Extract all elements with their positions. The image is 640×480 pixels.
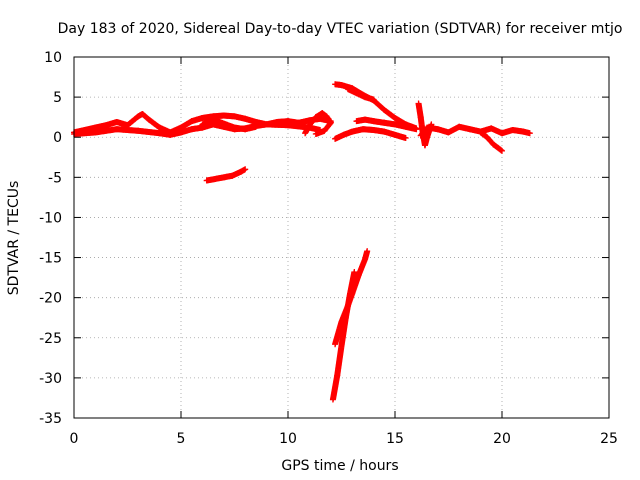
series-upper-arc-2 [344, 86, 377, 103]
y-tick-label: -30 [39, 371, 62, 387]
series-lower-arc [332, 126, 409, 142]
y-tick-label: -25 [39, 331, 62, 347]
plot-frame [73, 56, 610, 419]
series-right-dip [477, 129, 505, 154]
axis-ticks: 0 5 10 15 20 25 10 5 0 -5 -10 -15 -20 -25 -30 -35 [39, 50, 618, 447]
chart-title: Day 183 of 2020, Sidereal Day-to-day VTE… [58, 21, 623, 37]
data-point [526, 130, 533, 137]
x-tick-label: 10 [279, 431, 297, 447]
series-steep-right [332, 248, 371, 348]
data-point [370, 96, 377, 103]
x-tick-label: 15 [386, 431, 404, 447]
data-point [242, 166, 249, 173]
data-point [413, 126, 420, 133]
series-right-spike [415, 100, 435, 149]
y-tick-label: -10 [39, 210, 62, 226]
y-tick-label: -20 [39, 291, 62, 307]
data-point [428, 121, 435, 128]
data-point [402, 135, 409, 142]
series-middle-arc [353, 116, 420, 133]
x-tick-label: 0 [70, 431, 79, 447]
x-tick-label: 5 [177, 431, 186, 447]
data-point [499, 147, 505, 154]
y-tick-label: 10 [44, 50, 62, 66]
data-point [364, 248, 371, 255]
x-tick-label: 20 [493, 431, 511, 447]
series-spike-11 [302, 110, 334, 138]
y-axis-label: SDTVAR / TECUs [6, 181, 22, 296]
data-points [71, 81, 533, 403]
data-point [252, 123, 259, 130]
y-tick-label: 5 [53, 90, 62, 106]
y-tick-label: -35 [39, 411, 62, 427]
data-point [351, 268, 358, 275]
x-axis-label: GPS time / hours [281, 458, 398, 474]
y-tick-label: -5 [48, 170, 62, 186]
series-mid-arc [199, 116, 259, 133]
y-tick-label: 0 [53, 130, 62, 146]
x-tick-label: 25 [600, 431, 618, 447]
series-right-band [417, 123, 533, 139]
data-point [312, 131, 319, 138]
y-tick-label: -15 [39, 251, 62, 267]
series-mid-negative [203, 166, 249, 184]
